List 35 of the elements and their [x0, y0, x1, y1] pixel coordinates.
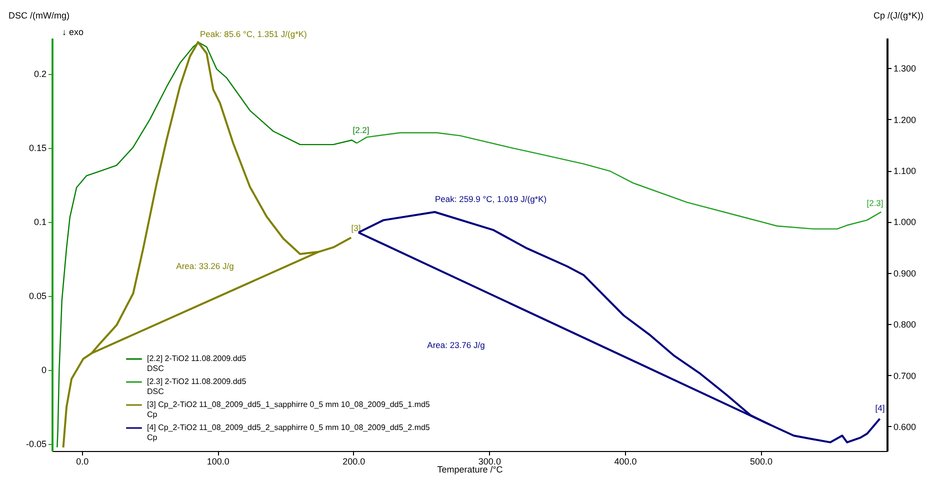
y-tick-label: 0.2 — [34, 69, 46, 80]
x-tick-label: 100.0 — [206, 456, 230, 466]
y2-tick-label: 0.600 — [894, 422, 916, 432]
y-tick-label: 0.1 — [34, 217, 46, 228]
x-tick-label: 0.0 — [76, 456, 89, 466]
legend-label: [3] Cp_2-TiO2 11_08_2009_dd5_1_sapphirre 0_5 mm 10_08_2009_dd5_1.md5 Cp — [147, 400, 430, 419]
y2-tick-label: 1.000 — [894, 217, 916, 228]
x-axis-title: Temperature /°C — [437, 464, 504, 474]
y-tick-label: -0.05 — [26, 439, 46, 450]
y-tick-label: 0.15 — [28, 143, 46, 154]
y2-tick-label: 0.800 — [894, 320, 916, 330]
x-tick-label: 500.0 — [750, 456, 772, 466]
y2-tick-label: 1.300 — [894, 64, 916, 74]
x-tick-label: 400.0 — [614, 456, 637, 466]
annotation: [2.3] — [866, 198, 884, 208]
x-tick-label: 200.0 — [342, 456, 366, 466]
text: ↓ exo — [62, 27, 84, 37]
y-axis-title: DSC /(mW/mg) — [8, 10, 70, 20]
annotation: Peak: 85.6 °C, 1.351 J/(g*K) — [200, 29, 308, 39]
y2-tick-label: 1.100 — [894, 166, 916, 176]
annotation: [2.2] — [352, 125, 370, 135]
legend-label: [2.3] 2-TiO2 11.08.2009.dd5 DSC — [147, 377, 247, 396]
x-tick-label: 300.0 — [478, 456, 501, 466]
y-tick-label: 0.05 — [28, 291, 46, 302]
y-tick-label: 0 — [41, 365, 46, 376]
legend-label: [4] Cp_2-TiO2 11_08_2009_dd5_2_sapphirre 0_5 mm 10_08_2009_dd5_2.md5 Cp — [147, 423, 430, 442]
annotation: [4] — [875, 403, 885, 413]
legend-label: [2.2] 2-TiO2 11.08.2009.dd5 DSC — [147, 354, 247, 373]
y2-axis-title: Cp /(J/(g*K)) — [873, 10, 924, 20]
y2-tick-label: 0.700 — [894, 370, 916, 381]
y2-tick-label: 1.200 — [894, 114, 916, 125]
y2-tick-label: 0.900 — [894, 268, 916, 278]
annotation: Area: 23.76 J/g — [427, 340, 486, 350]
annotation: Area: 33.26 J/g — [176, 261, 234, 271]
annotation: Peak: 259.9 °C, 1.019 J/(g*K) — [435, 194, 547, 204]
